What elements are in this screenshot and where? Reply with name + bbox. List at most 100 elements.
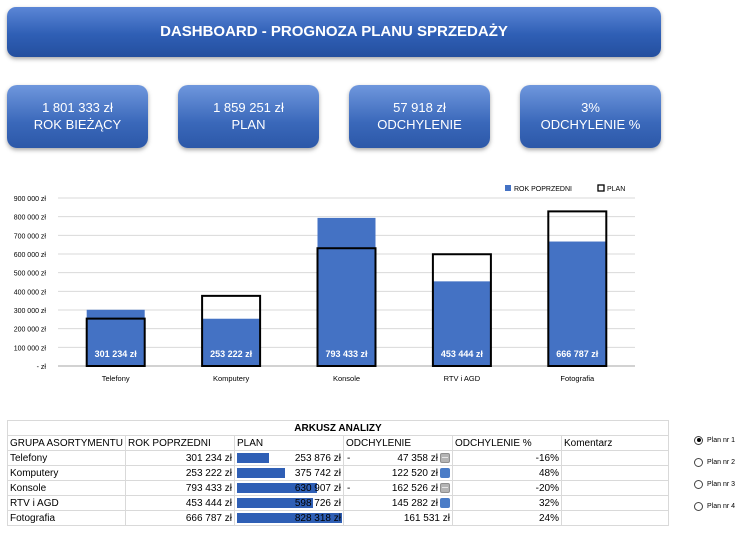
- cell-group[interactable]: Fotografia: [7, 510, 126, 526]
- cell-group[interactable]: RTV i AGD: [7, 495, 126, 511]
- table-row: Telefony 301 234 zł 253 876 zł - 47 358 zł -1…: [7, 450, 669, 466]
- radio-button[interactable]: [694, 457, 703, 467]
- bar-plan-outline: [431, 253, 492, 367]
- cell-group[interactable]: Telefony: [7, 450, 126, 466]
- kpi-value: 1 801 333 zł: [42, 100, 113, 115]
- bar-previous-year: [202, 318, 261, 366]
- cell-previous-year[interactable]: 301 234 zł: [124, 450, 235, 466]
- column-header: ODCHYLENIE: [342, 435, 453, 451]
- sales-forecast-chart: - zł 100 000 zł 200 000 zł 300 000 zł 400 00…: [14, 184, 635, 383]
- cell-previous-year[interactable]: 453 444 zł: [124, 495, 235, 511]
- kpi-value: 1 859 251 zł: [213, 100, 284, 115]
- analysis-header-row: GRUPA ASORTYMENTU ROK POPRZEDNI PLAN ODC…: [7, 435, 669, 451]
- cell-deviation[interactable]: - 47 358 zł: [342, 450, 453, 466]
- bar-previous-year: [432, 281, 491, 366]
- plan-option-3[interactable]: Plan nr 3: [694, 478, 735, 490]
- bar-plan-outline: [316, 247, 377, 367]
- radio-button[interactable]: [694, 435, 703, 445]
- cell-previous-year[interactable]: 666 787 zł: [124, 510, 235, 526]
- bar-plan-outline: [201, 294, 262, 367]
- kpi-label: ODCHYLENIE %: [540, 117, 641, 132]
- cell-deviation[interactable]: - 162 526 zł: [342, 480, 453, 496]
- bar-previous-year: [317, 217, 376, 366]
- kpi-deviation: 57 918 zł ODCHYLENIE: [349, 85, 490, 148]
- deviation-sign: -: [346, 482, 351, 494]
- bar-plan-outline: [547, 210, 608, 367]
- table-row: Komputery 253 222 zł 375 742 zł 122 520 zł 4…: [7, 465, 669, 481]
- deviation-value: 162 526 zł: [391, 482, 438, 494]
- plan-selector: Plan nr 1 Plan nr 2 Plan nr 3 Plan nr 4: [694, 434, 735, 522]
- radio-button[interactable]: [694, 501, 703, 511]
- plan-option-1[interactable]: Plan nr 1: [694, 434, 735, 446]
- cell-plan[interactable]: 630 907 zł: [233, 480, 344, 496]
- cell-plan[interactable]: 253 876 zł: [233, 450, 344, 466]
- deviation-percent-value: 48%: [538, 467, 559, 479]
- cell-deviation-percent[interactable]: -20%: [451, 480, 562, 496]
- plan-value: 828 318 zł: [294, 512, 341, 524]
- cell-deviation-percent[interactable]: 24%: [451, 510, 562, 526]
- plan-option-label: Plan nr 2: [707, 458, 736, 466]
- data-label: 666 787 zł: [556, 349, 599, 359]
- deviation-value: 145 282 zł: [391, 497, 438, 509]
- category-label: Komputery: [213, 374, 250, 383]
- deviation-value: 47 358 zł: [397, 452, 438, 464]
- cell-comment[interactable]: [560, 495, 669, 511]
- cell-group[interactable]: Komputery: [7, 465, 126, 481]
- plan-option-label: Plan nr 3: [707, 480, 736, 488]
- analysis-title: ARKUSZ ANALIZY: [7, 420, 669, 436]
- plan-value: 375 742 zł: [294, 467, 341, 479]
- y-tick-label: - zł: [37, 364, 47, 371]
- cell-deviation[interactable]: 122 520 zł: [342, 465, 453, 481]
- plan-data-bar: [236, 483, 317, 493]
- data-label: 253 222 zł: [210, 349, 253, 359]
- plan-value: 598 726 zł: [294, 497, 341, 509]
- column-header: ODCHYLENIE %: [451, 435, 562, 451]
- cell-deviation-percent[interactable]: 32%: [451, 495, 562, 511]
- cell-comment[interactable]: [560, 480, 669, 496]
- cell-previous-year[interactable]: 793 433 zł: [124, 480, 235, 496]
- legend-label-previous-year: ROK POPRZEDNI: [514, 186, 572, 193]
- category-label: Konsole: [333, 374, 360, 383]
- plan-value: 630 907 zł: [294, 482, 341, 494]
- cell-plan[interactable]: 598 726 zł: [233, 495, 344, 511]
- plan-data-bar: [236, 453, 269, 463]
- deviation-percent-value: -20%: [535, 482, 559, 494]
- cell-comment[interactable]: [560, 510, 669, 526]
- cell-deviation-percent[interactable]: 48%: [451, 465, 562, 481]
- kpi-value: 3%: [581, 100, 600, 115]
- y-tick-label: 300 000 zł: [14, 308, 47, 315]
- deviation-value: 122 520 zł: [391, 467, 438, 479]
- cell-group[interactable]: Konsole: [7, 480, 126, 496]
- dashboard-title: DASHBOARD - PROGNOZA PLANU SPRZEDAŻY: [7, 7, 661, 57]
- cell-deviation[interactable]: 145 282 zł: [342, 495, 453, 511]
- cell-plan[interactable]: 375 742 zł: [233, 465, 344, 481]
- category-label: Telefony: [102, 374, 130, 383]
- legend-label-plan: PLAN: [607, 186, 625, 193]
- legend-swatch-plan: [597, 184, 605, 192]
- analysis-sheet: ARKUSZ ANALIZY GRUPA ASORTYMENTU ROK POP…: [7, 420, 669, 526]
- data-label: 793 433 zł: [325, 349, 368, 359]
- legend-swatch-previous-year: [505, 185, 511, 191]
- cell-previous-year[interactable]: 253 222 zł: [124, 465, 235, 481]
- cell-deviation-percent[interactable]: -16%: [451, 450, 562, 466]
- y-tick-label: 400 000 zł: [14, 289, 47, 296]
- data-label: 453 444 zł: [441, 349, 484, 359]
- deviation-percent-value: 32%: [538, 497, 559, 509]
- cell-comment[interactable]: [560, 450, 669, 466]
- deviation-percent-value: -16%: [535, 452, 559, 464]
- category-label: Fotografia: [560, 374, 595, 383]
- deviation-value: 161 531 zł: [403, 512, 450, 524]
- column-header: GRUPA ASORTYMENTU: [7, 435, 126, 451]
- cell-comment[interactable]: [560, 465, 669, 481]
- radio-button[interactable]: [694, 479, 703, 489]
- kpi-deviation-percent: 3% ODCHYLENIE %: [520, 85, 661, 148]
- y-tick-label: 700 000 zł: [14, 233, 47, 240]
- kpi-label: ROK BIEŻĄCY: [33, 117, 122, 132]
- plan-data-bar: [236, 468, 285, 478]
- cell-plan[interactable]: 828 318 zł: [233, 510, 344, 526]
- cell-deviation[interactable]: 161 531 zł: [342, 510, 453, 526]
- trend-down-icon: [439, 452, 450, 463]
- trend-down-icon: [439, 482, 450, 493]
- plan-option-2[interactable]: Plan nr 2: [694, 456, 735, 468]
- plan-option-4[interactable]: Plan nr 4: [694, 500, 735, 512]
